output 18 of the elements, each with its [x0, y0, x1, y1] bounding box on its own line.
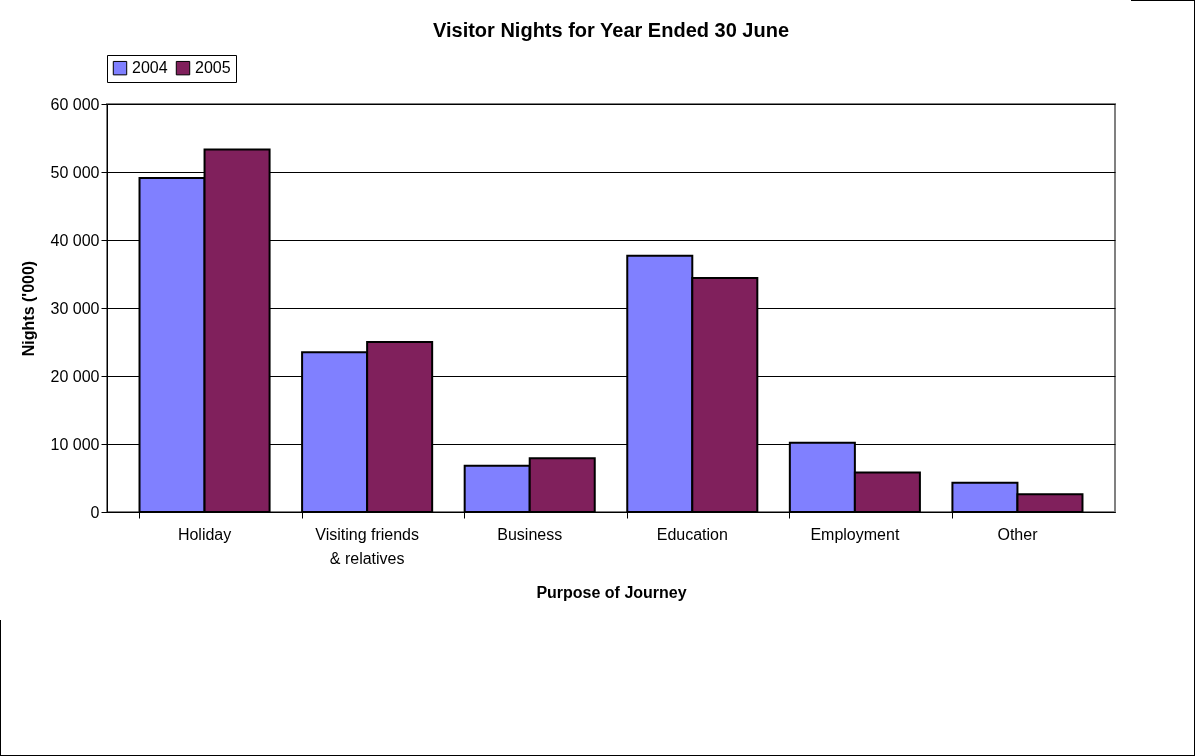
- y-tick-label: 50 000: [50, 163, 100, 181]
- x-tick-label: Holiday: [177, 525, 232, 543]
- y-tick-label: 10 000: [50, 435, 100, 453]
- x-tick-label: Employment: [810, 525, 900, 543]
- x-tick-label: Business: [497, 525, 563, 543]
- x-tick-label: Other: [997, 525, 1039, 543]
- y-tick-label: 30 000: [50, 299, 100, 317]
- y-tick-label: 60 000: [50, 95, 100, 113]
- y-tick-label: 40 000: [50, 231, 100, 249]
- chart-title: Visitor Nights for Year Ended 30 June: [432, 18, 790, 41]
- y-axis-title: Nights ('000): [19, 260, 37, 357]
- x-tick-label: Education: [656, 525, 728, 543]
- legend-label: 2004: [132, 59, 168, 77]
- y-tick-label: 20 000: [50, 367, 100, 385]
- legend-label: 2005: [195, 59, 231, 77]
- y-tick-label: 0: [90, 503, 100, 521]
- x-axis-title: Purpose of Journey: [536, 583, 687, 601]
- x-tick-label: Visiting friends & relatives: [315, 525, 420, 567]
